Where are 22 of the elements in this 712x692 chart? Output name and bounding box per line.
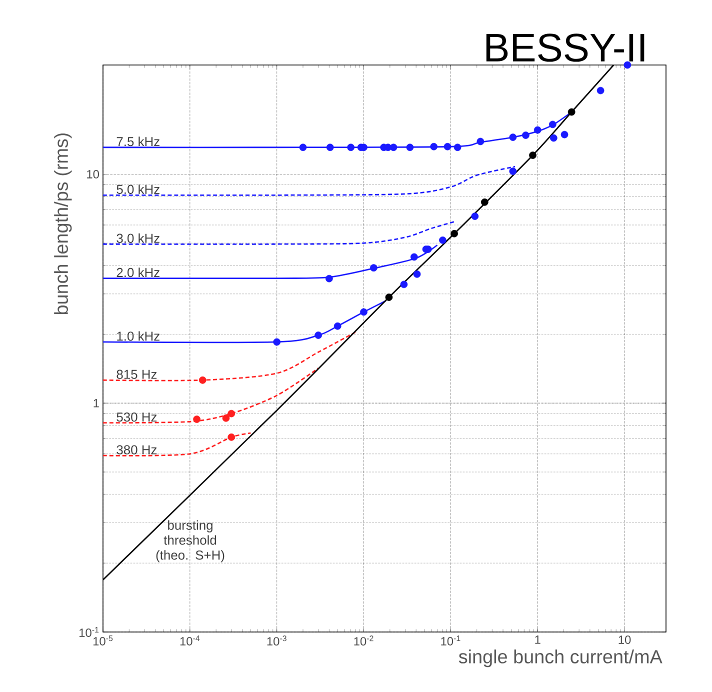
- x-tick-label: 10$^{-5}$: [93, 636, 113, 646]
- annotation: bursting threshold (theo. S+H): [156, 520, 224, 562]
- chart-title: BESSY-II: [486, 34, 644, 62]
- series-label: 815 Hz: [116, 370, 157, 379]
- x-tick-label: 10: [618, 636, 631, 644]
- x-tick-label: 1: [535, 636, 540, 644]
- series-label: 530 Hz: [116, 412, 157, 422]
- series-label: 5.0 kHz: [116, 184, 160, 194]
- series-label: 380 Hz: [116, 445, 157, 454]
- x-tick-label: 10$^{-4}$: [180, 636, 200, 646]
- x-tick-label: 10$^{-3}$: [267, 636, 286, 646]
- series-label: 7.5 kHz: [116, 136, 160, 146]
- series-label: 1.0 kHz: [117, 331, 160, 341]
- x-axis-title: single bunch current/mA: [458, 650, 662, 668]
- y-tick-label: 10: [87, 170, 100, 178]
- x-tick-label: 10$^{-1}$: [441, 636, 460, 646]
- series-label: 2.0 kHz: [116, 268, 160, 278]
- series-label: 3.0 kHz: [116, 233, 160, 243]
- x-tick-label: 10$^{-2}$: [354, 636, 374, 646]
- y-tick-label: 10$^{-1}$: [79, 627, 99, 637]
- y-tick-label: 1: [94, 399, 99, 408]
- y-axis-title: bunch length/ps (rms): [54, 133, 72, 314]
